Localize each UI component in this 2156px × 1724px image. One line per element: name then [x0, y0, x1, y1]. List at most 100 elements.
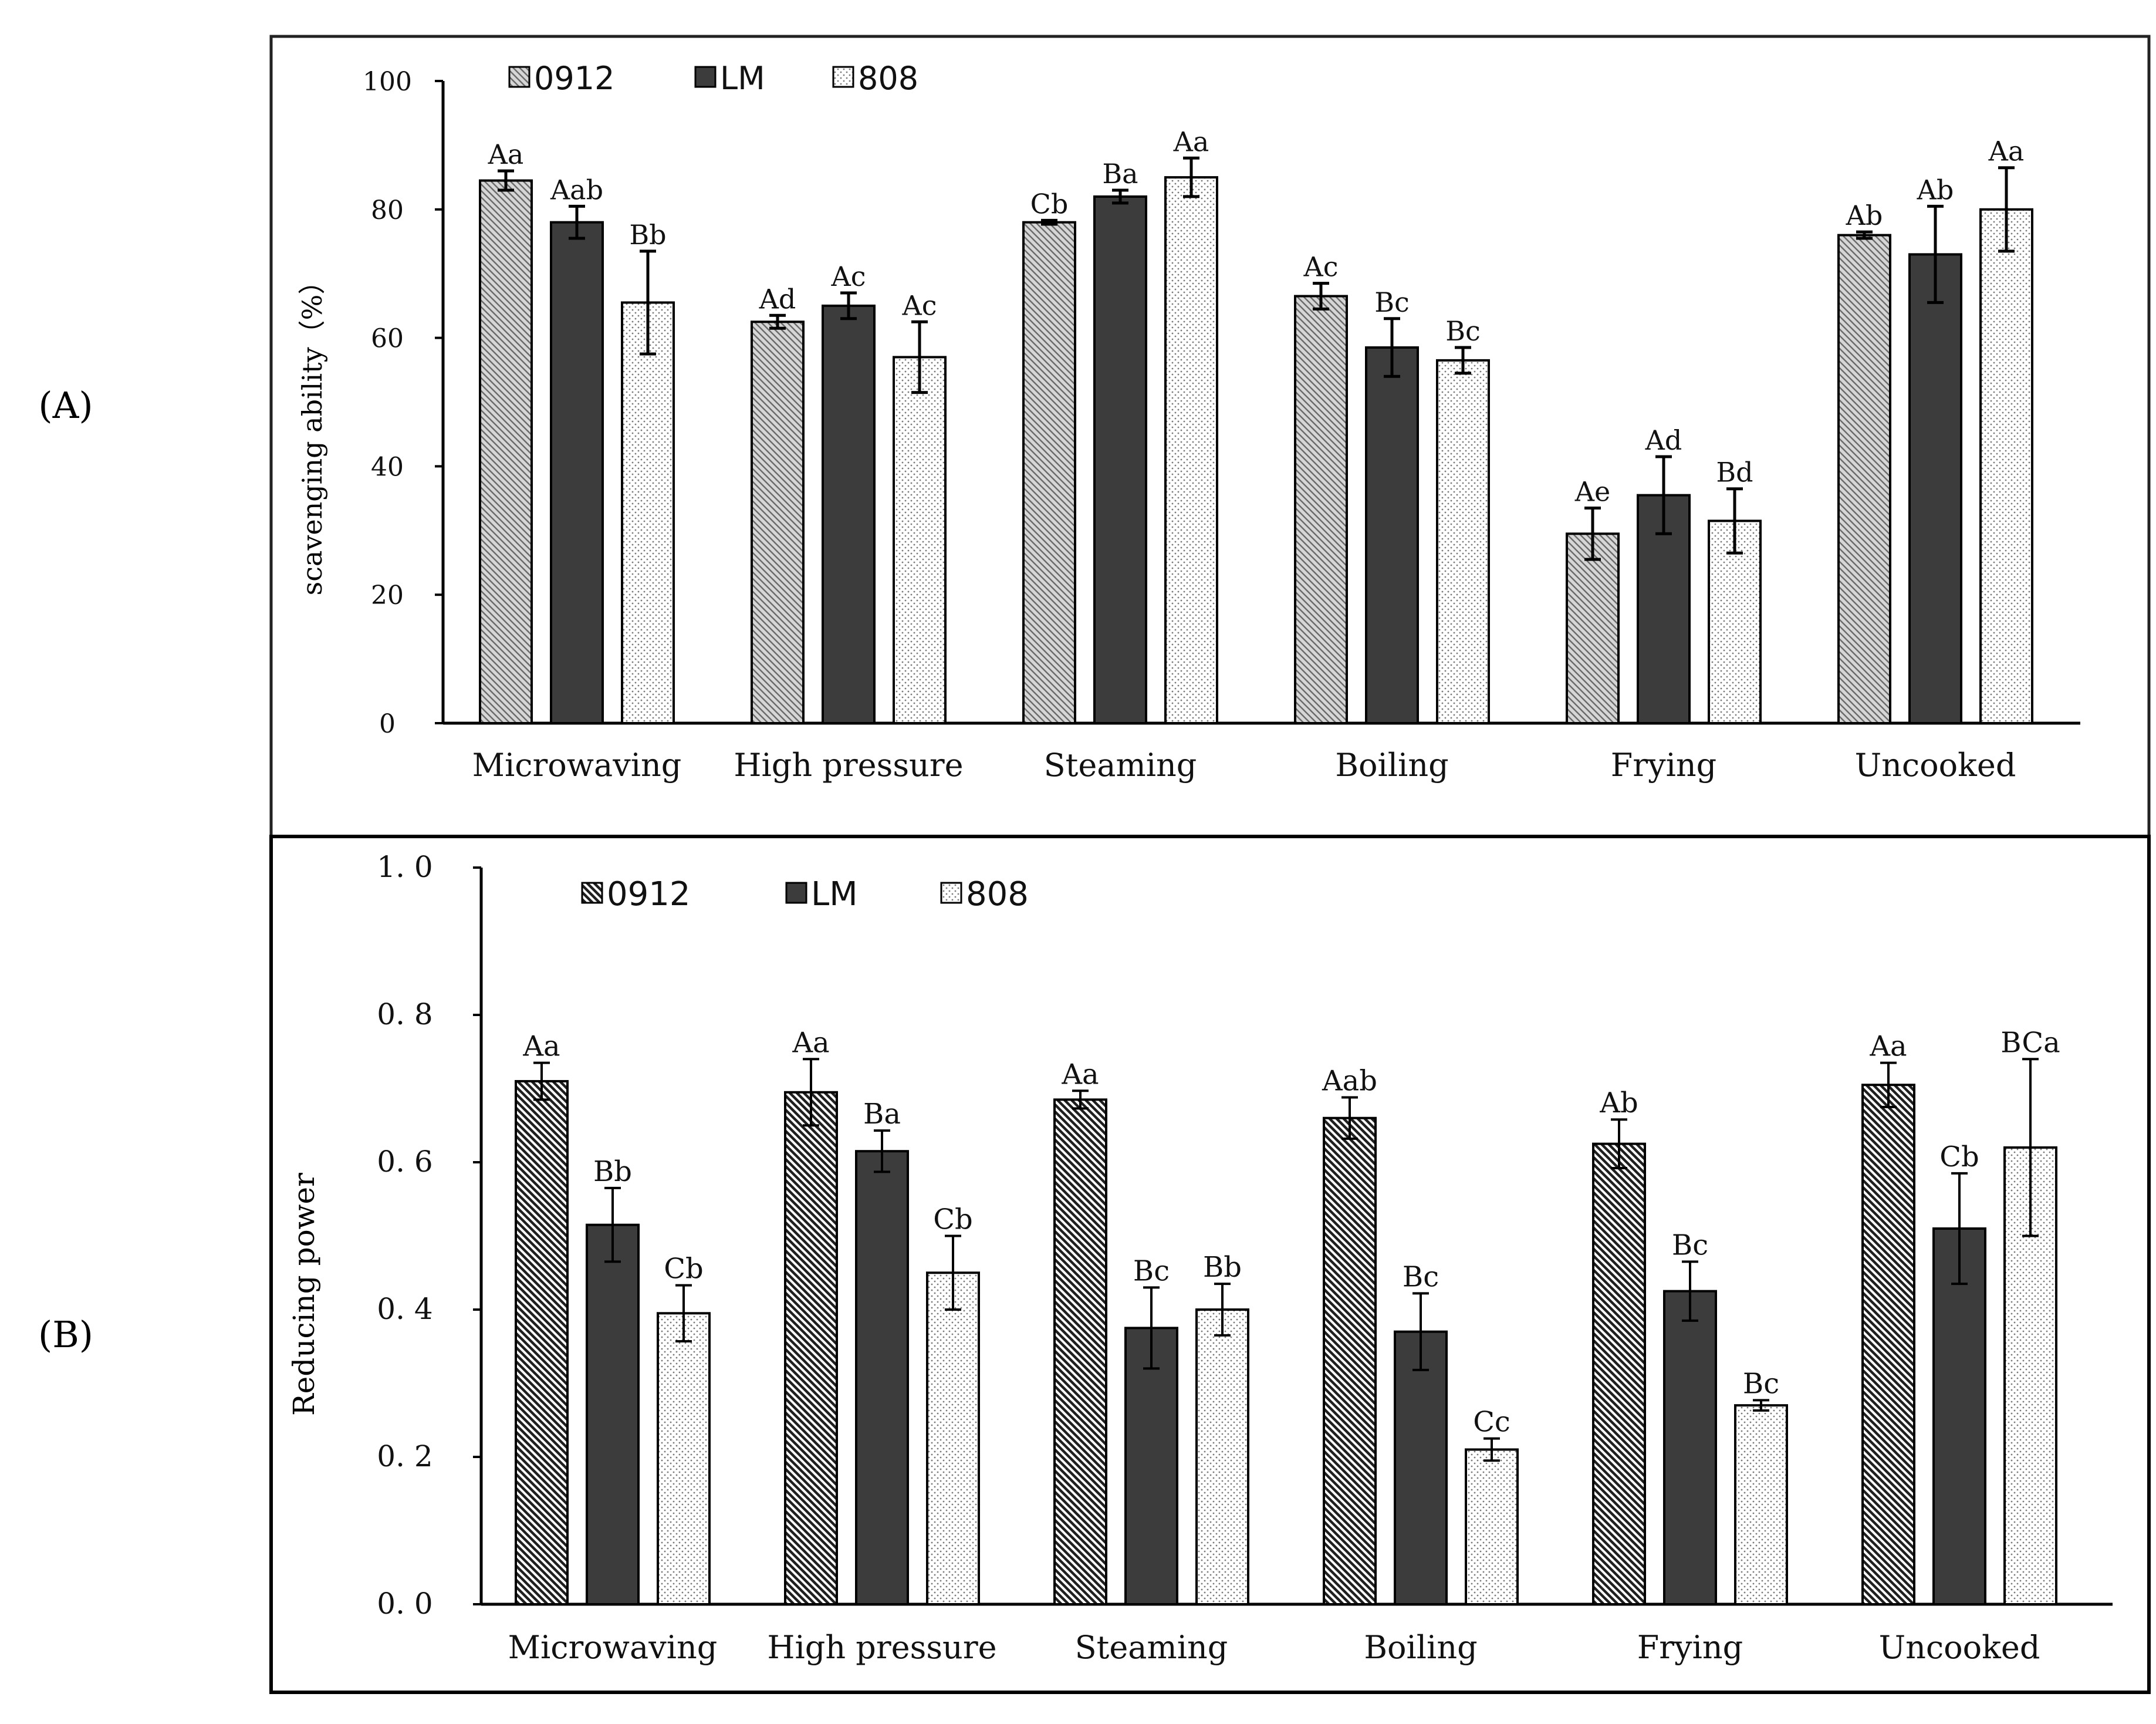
- chart-b-data-label: Bc: [1672, 1229, 1708, 1261]
- chart-a-data-label: Ad: [1645, 424, 1682, 456]
- chart-b-error-bar: [803, 1058, 819, 1127]
- chart-b-error-bar: [1682, 1260, 1698, 1322]
- chart-a-bar-uncooked-lm: [1908, 253, 1962, 724]
- chart-a-y-tick-label: 0: [379, 709, 396, 739]
- chart-b-data-label: Cb: [933, 1203, 972, 1236]
- chart-a-category-label: Frying: [1611, 747, 1716, 784]
- chart-a-error-bar: [1112, 188, 1128, 205]
- chart-b-data-label: Bc: [1133, 1254, 1170, 1287]
- chart-a-bars: Aa Ad Cb Ac Ae Ab Aab Ac Ba Bc Ad Ab Bb Ac Aa Bc Bd Aa: [479, 126, 2033, 725]
- chart-b-legend-swatch-lm: [785, 882, 807, 904]
- chart-a-y-tick-label: 40: [371, 452, 404, 482]
- chart-a-bar-microwaving-lm: [550, 221, 604, 724]
- chart-a-data-label: Bb: [629, 219, 666, 251]
- chart-b-category-label: Uncooked: [1879, 1629, 2040, 1666]
- chart-a-bar-boiling-808: [1436, 359, 1490, 724]
- chart-a-bar-microwaving-0912: [479, 179, 533, 724]
- chart-b-data-label: Bb: [1203, 1251, 1242, 1284]
- chart-a-data-label: Aa: [488, 139, 524, 170]
- chart-b-y-tick-label: 0. 4: [377, 1292, 432, 1326]
- chart-b-error-bar: [2022, 1058, 2039, 1237]
- chart-b-bar-high-pressure-lm: [855, 1150, 909, 1606]
- chart-a-bar-high-pressure-0912: [751, 320, 805, 724]
- chart-a-data-label: Bc: [1374, 286, 1410, 318]
- chart-b-data-label: Ab: [1599, 1087, 1638, 1119]
- chart-b-error-bar: [1611, 1118, 1627, 1170]
- chart-b-error-bar: [533, 1061, 550, 1101]
- chart-a-legend-swatch-0912: [508, 66, 530, 88]
- chart-b-legend-label-lm: LM: [811, 875, 858, 913]
- chart-a-legend-swatch-808: [832, 66, 854, 88]
- chart-b-bar-microwaving-lm: [586, 1223, 640, 1606]
- chart-b-data-label: Aa: [522, 1030, 560, 1063]
- chart-a-error-bar: [1183, 156, 1199, 198]
- chart-b-bar-frying-0912: [1592, 1142, 1646, 1605]
- chart-b-data-label: Aa: [1869, 1030, 1907, 1063]
- chart-b-error-bar: [604, 1186, 621, 1263]
- chart-a-data-label: Ab: [1917, 174, 1954, 205]
- chart-a-category-label: Steaming: [1044, 747, 1197, 784]
- chart-a-category-label: High pressure: [734, 747, 963, 784]
- chart-b-bar-boiling-808: [1465, 1448, 1519, 1605]
- chart-a-bar-frying-808: [1708, 519, 1762, 724]
- chart-a-error-bar: [1998, 166, 2015, 253]
- chart-a: scavenging ability（%） 0 20 40 60 80 100 Aa Ad C…: [296, 60, 2080, 784]
- chart-b-y-label: Reducing power: [287, 1173, 321, 1416]
- chart-b-legend: 0912 LM 808: [581, 875, 1029, 913]
- chart-b-category-label: High pressure: [767, 1629, 996, 1666]
- chart-b-category-label: Boiling: [1364, 1629, 1477, 1666]
- chart-a-categories: Microwaving High pressure Steaming Boiling F…: [472, 747, 2016, 784]
- chart-a-bar-high-pressure-lm: [822, 304, 876, 724]
- chart-b-bar-high-pressure-808: [926, 1271, 980, 1605]
- chart-b-legend-swatch-808: [940, 882, 962, 904]
- chart-b-bar-microwaving-0912: [515, 1079, 569, 1605]
- chart-a-bar-steaming-lm: [1093, 195, 1147, 725]
- chart-a-legend-swatch-lm: [694, 66, 717, 88]
- panel-b-frame: [269, 835, 2151, 1694]
- chart-a-bar-steaming-0912: [1022, 221, 1076, 724]
- chart-a-error-bar: [1313, 282, 1329, 311]
- chart-a-error-bar: [569, 204, 585, 240]
- chart-a-error-bar: [1384, 317, 1400, 378]
- chart-b-error-bar: [1880, 1061, 1897, 1108]
- chart-b-error-bar: [1951, 1172, 1968, 1286]
- chart-a-bar-boiling-0912: [1294, 295, 1348, 724]
- chart-b-error-bar: [1072, 1089, 1089, 1110]
- chart-b-categories: Microwaving High pressure Steaming Boiling F…: [508, 1629, 2040, 1666]
- chart-a-error-bar: [1726, 487, 1743, 555]
- chart-a-error-bar: [1041, 218, 1057, 226]
- chart-a-bar-boiling-lm: [1365, 346, 1419, 724]
- chart-b-data-label: Cc: [1473, 1406, 1510, 1439]
- chart-a-y-tick-label: 80: [371, 195, 404, 225]
- chart-a-error-bar: [1856, 230, 1873, 240]
- chart-a-data-label: Ad: [759, 283, 796, 315]
- chart-a-category-label: Microwaving: [472, 747, 682, 784]
- chart-b-error-bar: [1753, 1399, 1769, 1412]
- chart-b-error-bar: [1412, 1292, 1429, 1371]
- chart-a-bar-high-pressure-808: [893, 356, 947, 724]
- chart-a-data-label: Ab: [1846, 200, 1883, 231]
- chart-a-error-bar: [1455, 346, 1471, 375]
- chart-a-data-label: Bd: [1716, 457, 1753, 488]
- chart-a-category-label: Uncooked: [1855, 747, 2016, 784]
- chart-b-error-bar: [1341, 1096, 1358, 1140]
- chart-a-y-tick-label: 100: [363, 67, 412, 97]
- chart-b-error-bar: [1143, 1286, 1160, 1370]
- chart-b-bar-boiling-0912: [1323, 1116, 1377, 1605]
- chart-a-bar-uncooked-808: [1979, 208, 2033, 724]
- chart-a-bar-frying-0912: [1566, 532, 1620, 725]
- chart-a-y-tick-label: 60: [371, 324, 404, 354]
- chart-a-legend-label-0912: 0912: [534, 60, 614, 97]
- chart-a-data-label: Ae: [1574, 476, 1610, 508]
- chart-a-data-label: Bc: [1445, 315, 1481, 347]
- chart-a-data-label: Aa: [1988, 136, 2025, 167]
- chart-b-bar-boiling-lm: [1394, 1330, 1448, 1605]
- chart-b-error-bar: [675, 1284, 692, 1342]
- chart-a-y-label: scavenging ability（%）: [296, 268, 328, 596]
- chart-b-category-label: Frying: [1637, 1629, 1743, 1666]
- chart-b-error-bar: [945, 1234, 961, 1311]
- chart-a-data-label: Ac: [902, 289, 937, 321]
- chart-a-error-bar: [911, 320, 928, 394]
- chart-a-data-label: Cb: [1030, 188, 1069, 220]
- chart-a-legend-label-808: 808: [858, 60, 918, 97]
